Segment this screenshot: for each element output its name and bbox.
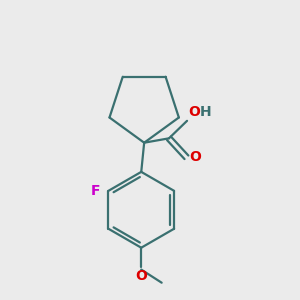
Text: O: O: [189, 150, 201, 164]
Text: O: O: [135, 269, 147, 283]
Text: F: F: [91, 184, 100, 198]
Text: O: O: [188, 105, 200, 119]
Text: H: H: [199, 105, 211, 119]
